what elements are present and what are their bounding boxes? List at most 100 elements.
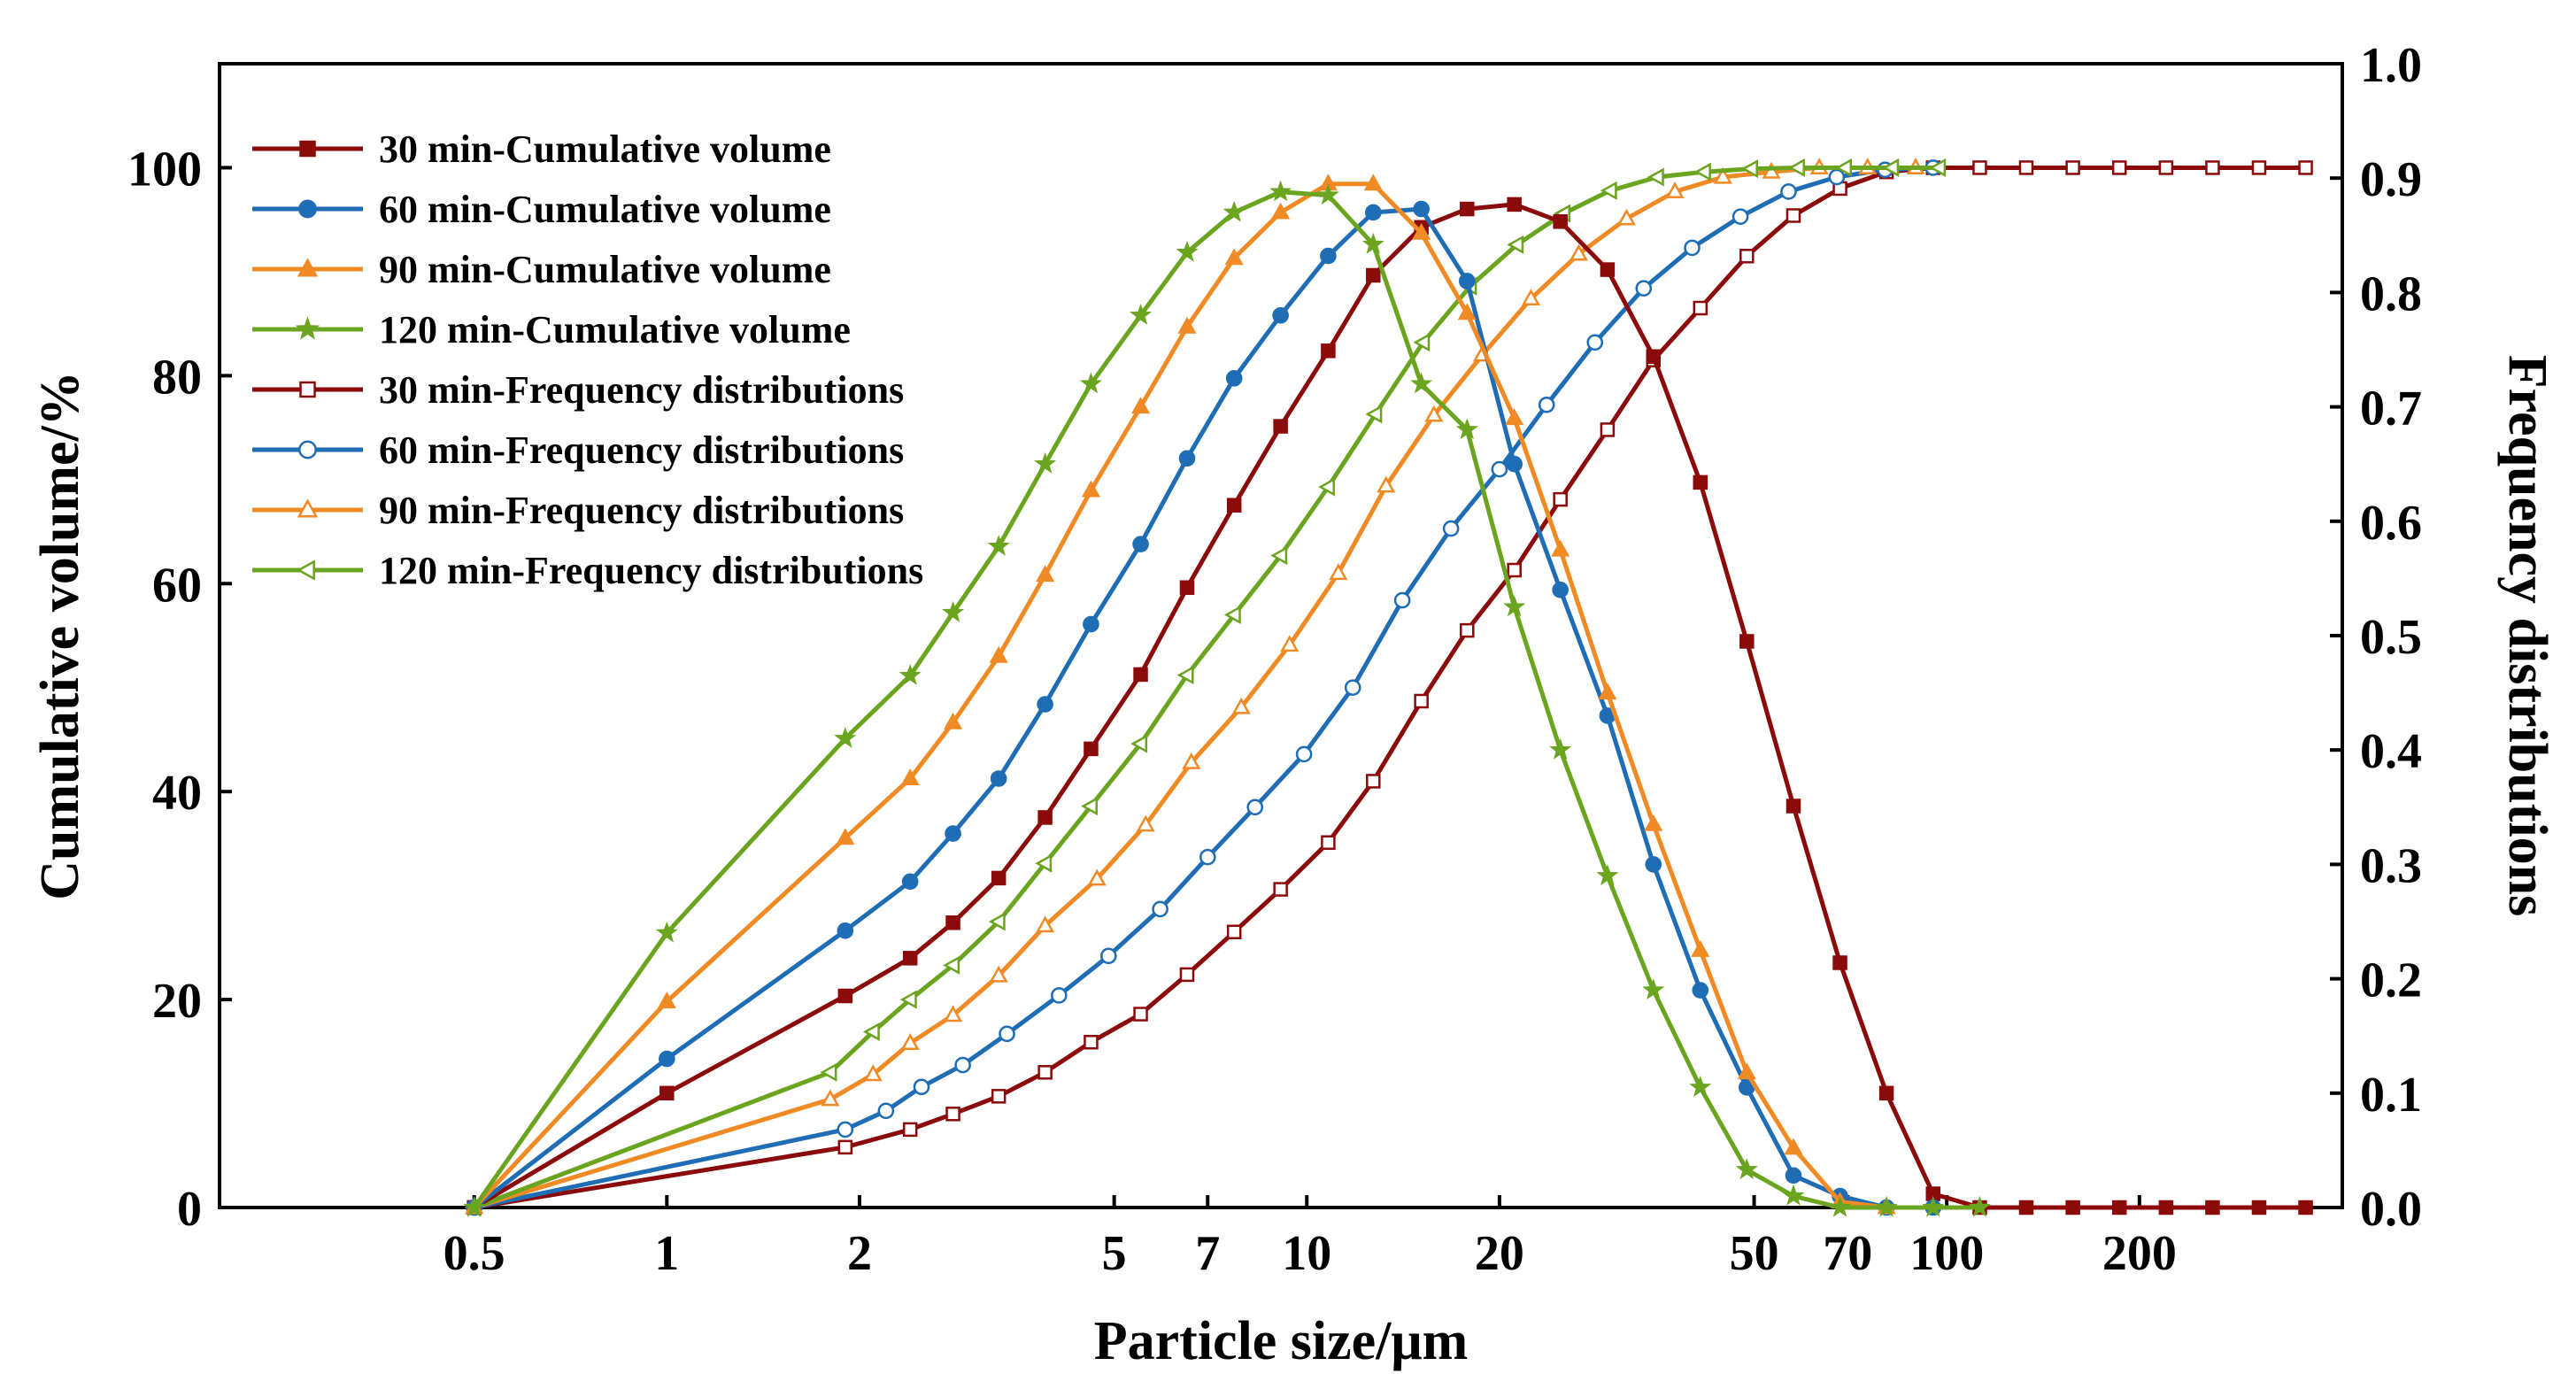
data-point bbox=[1035, 853, 1053, 873]
data-point bbox=[1246, 799, 1264, 816]
data-point bbox=[1785, 208, 1801, 223]
data-point bbox=[1037, 810, 1053, 825]
data-point bbox=[1273, 419, 1288, 434]
data-point bbox=[1081, 797, 1098, 816]
data-point bbox=[1037, 1065, 1053, 1080]
data-point bbox=[1179, 580, 1195, 595]
data-point bbox=[1616, 208, 1637, 226]
data-point bbox=[657, 992, 676, 1008]
data-point bbox=[1226, 924, 1242, 939]
data-point bbox=[1828, 168, 1846, 186]
data-point bbox=[1762, 161, 1781, 179]
data-point bbox=[834, 727, 857, 748]
data-point bbox=[902, 1122, 918, 1138]
data-point bbox=[901, 873, 919, 891]
data-point bbox=[988, 912, 1006, 931]
data-point bbox=[837, 922, 854, 939]
data-point bbox=[1410, 372, 1433, 394]
data-point bbox=[989, 645, 1008, 663]
data-point bbox=[1689, 1076, 1712, 1098]
data-point bbox=[1321, 835, 1336, 850]
data-point bbox=[1875, 1195, 1898, 1217]
data-point bbox=[945, 915, 960, 930]
data-point bbox=[1087, 868, 1107, 886]
series-1 bbox=[466, 200, 1942, 1216]
data-point bbox=[1521, 289, 1540, 305]
legend-label: 90 min-Cumulative volume bbox=[379, 248, 831, 291]
data-point bbox=[1691, 939, 1710, 957]
data-point bbox=[913, 1078, 930, 1096]
y-right-tick-label: 0.3 bbox=[2360, 838, 2422, 893]
series-3 bbox=[463, 180, 1991, 1217]
data-point bbox=[1507, 235, 1524, 254]
data-point bbox=[1412, 222, 1431, 240]
y-axis-left-title: Cumulative volume/% bbox=[30, 371, 90, 900]
x-tick-label: 1 bbox=[654, 1226, 679, 1281]
data-point bbox=[1785, 799, 1801, 814]
data-point bbox=[1083, 615, 1099, 633]
data-point bbox=[1600, 262, 1616, 277]
legend-item: 60 min-Cumulative volume bbox=[252, 188, 831, 231]
data-point bbox=[1782, 1184, 1805, 1206]
data-point bbox=[1596, 864, 1619, 885]
data-point bbox=[837, 988, 853, 1004]
data-point bbox=[1393, 591, 1411, 609]
data-point bbox=[297, 258, 319, 277]
data-point bbox=[2158, 160, 2174, 175]
legend-item: 30 min-Frequency distributions bbox=[252, 368, 904, 412]
x-tick-label: 2 bbox=[847, 1226, 872, 1281]
data-point bbox=[2111, 160, 2127, 175]
data-point bbox=[1225, 370, 1243, 387]
data-point bbox=[297, 498, 319, 518]
data-point bbox=[945, 825, 961, 842]
data-point bbox=[1361, 233, 1384, 254]
data-point bbox=[1600, 422, 1616, 437]
data-point bbox=[2018, 160, 2034, 175]
data-point bbox=[1972, 160, 1987, 175]
data-point bbox=[1363, 174, 1383, 191]
data-point bbox=[1365, 405, 1383, 424]
data-point bbox=[1552, 582, 1569, 598]
data-point bbox=[2251, 160, 2267, 175]
data-point bbox=[991, 1089, 1006, 1104]
data-point bbox=[1693, 300, 1708, 316]
data-point bbox=[1081, 480, 1100, 498]
legend-label: 90 min-Frequency distributions bbox=[379, 489, 904, 532]
data-point bbox=[1692, 982, 1709, 999]
data-point bbox=[1507, 562, 1522, 578]
data-point bbox=[2205, 160, 2220, 175]
data-point bbox=[1037, 696, 1053, 713]
data-point bbox=[1271, 202, 1291, 220]
data-point bbox=[1224, 248, 1244, 266]
data-point bbox=[944, 712, 963, 729]
data-point bbox=[1455, 418, 1478, 440]
data-point bbox=[1176, 241, 1199, 262]
data-point bbox=[1133, 1007, 1148, 1022]
x-tick-label: 100 bbox=[1909, 1226, 1984, 1281]
data-point bbox=[1295, 745, 1313, 763]
data-point bbox=[299, 140, 316, 158]
data-point bbox=[1226, 498, 1242, 513]
data-point bbox=[2251, 1200, 2267, 1215]
data-point bbox=[1882, 158, 1900, 177]
y-left-tick-label: 100 bbox=[127, 142, 202, 197]
y-right-tick-label: 0.5 bbox=[2360, 610, 2422, 665]
data-point bbox=[943, 955, 960, 975]
data-point bbox=[1458, 273, 1476, 289]
legend-label: 30 min-Frequency distributions bbox=[379, 368, 904, 412]
x-tick-label: 200 bbox=[2102, 1226, 2177, 1281]
data-point bbox=[1176, 666, 1194, 685]
data-point bbox=[1316, 183, 1339, 205]
x-tick-label: 50 bbox=[1730, 1226, 1779, 1281]
data-point bbox=[1321, 343, 1336, 359]
legend-item: 120 min-Frequency distributions bbox=[252, 549, 923, 592]
data-point bbox=[1647, 167, 1664, 187]
data-point bbox=[1551, 539, 1570, 557]
data-point bbox=[1273, 882, 1288, 897]
data-point bbox=[1922, 1195, 1945, 1217]
data-point bbox=[1272, 306, 1289, 324]
data-point bbox=[1442, 520, 1460, 537]
data-point bbox=[2205, 1200, 2220, 1215]
data-point bbox=[295, 316, 320, 340]
data-point bbox=[1413, 200, 1430, 218]
